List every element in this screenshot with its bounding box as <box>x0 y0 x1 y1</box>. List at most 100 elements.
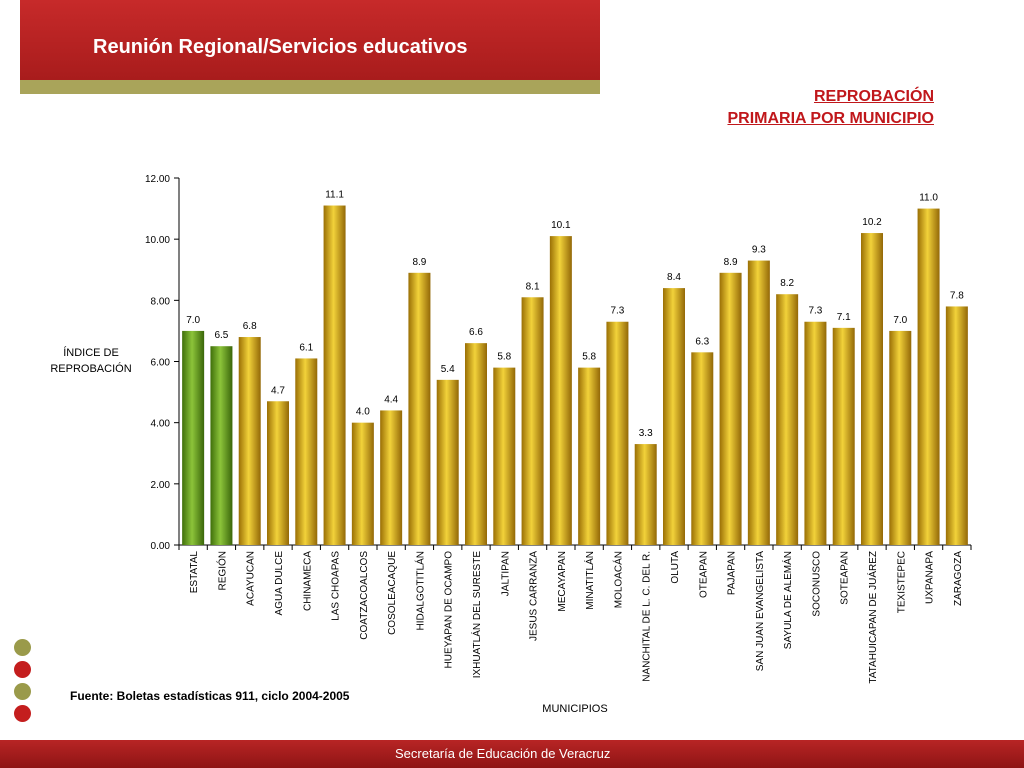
bar <box>465 343 487 545</box>
x-tick-label: UXPANAPA <box>925 551 936 604</box>
x-tick-label: OTEAPAN <box>698 551 709 598</box>
data-label: 7.0 <box>186 315 200 326</box>
data-label: 7.0 <box>893 315 907 326</box>
heading-line-2: PRIMARIA POR MUNICIPIO <box>727 110 934 127</box>
bar <box>719 272 742 545</box>
data-label: 10.1 <box>551 220 571 231</box>
x-tick-label: MECAYAPAN <box>557 551 568 612</box>
bar <box>691 352 714 545</box>
bar <box>776 294 799 545</box>
x-tick-label: TATAHUICAPAN DE JUÁREZ <box>866 551 879 684</box>
data-label: 6.1 <box>299 342 313 353</box>
data-label: 4.0 <box>356 407 370 418</box>
data-label: 8.1 <box>526 281 540 292</box>
x-tick-label: TEXISTEPEC <box>896 551 907 613</box>
data-label: 6.6 <box>469 327 483 338</box>
bar <box>634 444 657 545</box>
bar <box>267 401 289 545</box>
x-tick-label: IXHUATLÁN DEL SURESTE <box>470 551 483 679</box>
x-tick-label: ZARAGOZA <box>953 551 964 606</box>
data-label: 7.3 <box>610 306 624 317</box>
y-axis-label: REPROBACIÓN <box>50 362 131 375</box>
bar <box>889 330 912 545</box>
y-tick-label: 6.00 <box>151 358 171 369</box>
y-tick-label: 2.00 <box>151 480 171 491</box>
x-tick-label: OLUTA <box>670 551 681 584</box>
data-label: 11.0 <box>919 193 938 204</box>
bar <box>747 260 770 545</box>
footer-text: Secretaría de Educación de Veracruz <box>395 746 611 761</box>
bar <box>945 306 968 545</box>
bar <box>606 321 629 545</box>
footer-bar: Secretaría de Educación de Veracruz <box>0 740 1024 768</box>
x-tick-label: HIDALGOTITLÁN <box>413 551 426 630</box>
data-label: 6.8 <box>243 321 257 332</box>
x-tick-label: LAS CHOAPAS <box>331 551 342 621</box>
bar <box>351 422 374 545</box>
x-tick-label: MINATITLÁN <box>583 551 596 610</box>
bar <box>295 358 318 545</box>
bar <box>210 346 233 545</box>
bar <box>323 205 346 545</box>
y-tick-label: 12.00 <box>145 174 170 185</box>
decorative-dot-red <box>14 705 31 722</box>
data-label: 4.4 <box>384 394 398 405</box>
data-label: 8.9 <box>724 257 738 268</box>
data-label: 5.8 <box>582 352 596 363</box>
data-label: 6.3 <box>695 336 709 347</box>
bar <box>238 337 261 545</box>
bar <box>861 233 883 546</box>
x-tick-label: JALTIPAN <box>500 551 511 596</box>
bar <box>663 288 685 545</box>
x-tick-label: HUEYAPAN DE OCAMPO <box>444 551 455 669</box>
x-tick-label: COSOLEACAQUE <box>387 551 398 635</box>
x-tick-label: SAYULA DE ALEMÁN <box>781 551 794 649</box>
y-tick-label: 0.00 <box>151 541 171 552</box>
bar <box>408 272 431 545</box>
x-tick-label: REGIÓN <box>215 551 228 590</box>
y-axis-label: ÍNDICE DE <box>63 346 119 359</box>
y-tick-label: 4.00 <box>151 419 171 430</box>
x-tick-label: AGUA DULCE <box>274 551 285 616</box>
source-note: Fuente: Boletas estadísticas 911, ciclo … <box>70 689 350 703</box>
slide-heading: REPROBACIÓN PRIMARIA POR MUNICIPIO <box>727 86 934 130</box>
data-label: 8.4 <box>667 272 681 283</box>
bar <box>917 208 940 546</box>
x-tick-label: SOTEAPAN <box>840 551 851 605</box>
bar <box>832 327 855 545</box>
x-tick-label: JESUS CARRANZA <box>529 551 540 641</box>
x-tick-label: NANCHITAL DE L. C. DEL R. <box>642 551 653 682</box>
heading-line-1: REPROBACIÓN <box>813 88 934 105</box>
decorative-dot-red <box>14 661 31 678</box>
x-tick-label: SOCONUSCO <box>811 551 822 617</box>
data-label: 8.9 <box>412 257 426 268</box>
bar <box>521 297 544 545</box>
bar-chart: 0.00 2.00 4.00 6.00 8.00 10.00 12.00 ÍNDICE DE R… <box>50 174 972 715</box>
data-label: 7.3 <box>808 306 822 317</box>
header-stripe <box>20 80 600 94</box>
x-tick-label: ACAYUCAN <box>246 551 257 606</box>
x-tick-label: COATZACOALCOS <box>359 551 370 640</box>
data-label: 6.5 <box>214 330 228 341</box>
x-tick-label: PAJAPAN <box>727 551 738 595</box>
data-label: 5.8 <box>497 352 511 363</box>
bar <box>578 367 601 545</box>
bar <box>804 321 827 545</box>
bar <box>549 236 572 545</box>
page-title: Reunión Regional/Servicios educativos <box>93 36 468 58</box>
y-tick-label: 8.00 <box>151 296 171 307</box>
x-axis-label: MUNICIPIOS <box>542 703 607 715</box>
data-label: 11.1 <box>325 190 344 201</box>
bar <box>380 410 403 545</box>
data-label: 10.2 <box>862 217 882 228</box>
x-tick-label: ESTATAL <box>189 551 200 594</box>
data-label: 7.1 <box>837 312 851 323</box>
data-label: 4.7 <box>271 385 285 396</box>
bar <box>493 367 516 545</box>
decorative-dot-olive <box>14 683 31 700</box>
data-label: 7.8 <box>950 290 964 301</box>
data-label: 5.4 <box>441 364 455 375</box>
data-label: 8.2 <box>780 278 794 289</box>
data-label: 9.3 <box>752 245 766 256</box>
x-tick-label: MOLOACÁN <box>611 551 624 608</box>
